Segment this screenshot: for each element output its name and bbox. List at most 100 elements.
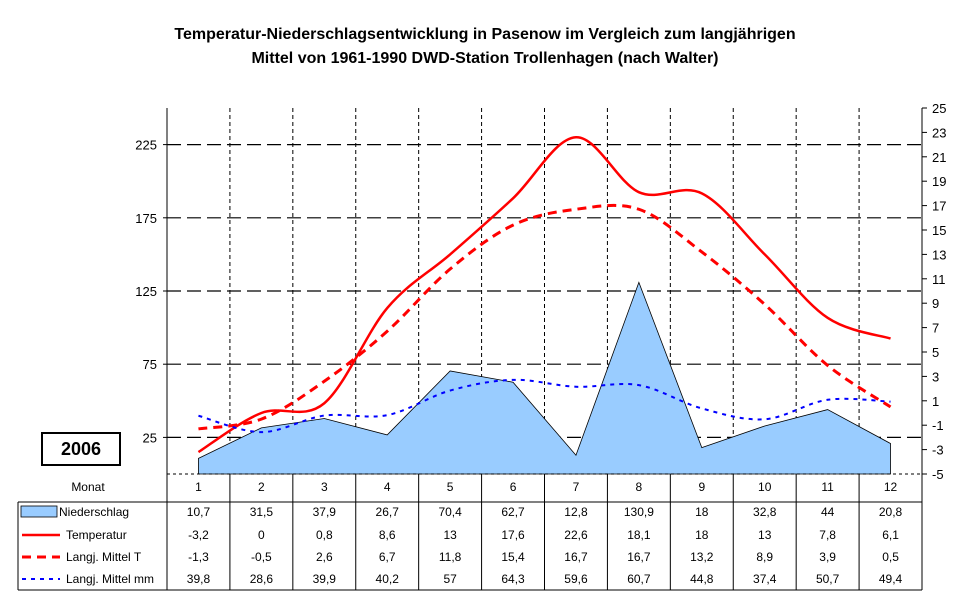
- grid-lines: [167, 108, 922, 474]
- data-label: 60,7: [627, 572, 651, 586]
- month-label: 8: [636, 480, 643, 494]
- right-tick-label: 19: [932, 174, 946, 189]
- chart-title-line-1: Temperatur-Niederschlagsentwicklung in P…: [174, 26, 795, 43]
- right-tick-label: 1: [932, 394, 939, 409]
- data-label: 44: [821, 505, 835, 519]
- series-line-dashed: [198, 203, 892, 431]
- data-label: 39,9: [313, 572, 337, 586]
- right-tick-label: 11: [932, 272, 946, 287]
- month-label: 6: [510, 480, 517, 494]
- data-label: 62,7: [501, 505, 525, 519]
- month-label: 12: [884, 480, 898, 494]
- data-label: 8,6: [379, 528, 396, 542]
- right-tick-label: 23: [932, 125, 946, 140]
- left-tick-label: 25: [143, 430, 157, 445]
- data-label: 31,5: [250, 505, 274, 519]
- data-label: 70,4: [438, 505, 462, 519]
- data-label: 7,8: [819, 528, 836, 542]
- data-label: 64,3: [501, 572, 525, 586]
- data-label: 39,8: [187, 572, 211, 586]
- data-label: 13,2: [690, 550, 714, 564]
- right-tick-label: 15: [932, 223, 946, 238]
- data-label: 16,7: [627, 550, 651, 564]
- data-label: 130,9: [624, 505, 654, 519]
- right-tick-label: 5: [932, 345, 939, 360]
- left-tick-label: 175: [135, 211, 157, 226]
- data-label: 49,4: [879, 572, 903, 586]
- chart-title-line-2: Mittel von 1961-1990 DWD-Station Trollen…: [251, 50, 718, 67]
- precipitation-area-shape: [198, 281, 891, 475]
- right-tick-label: 7: [932, 321, 939, 336]
- left-tick-label: 225: [135, 138, 157, 153]
- data-label: -3,2: [188, 528, 209, 542]
- right-tick-label: -1: [932, 418, 944, 433]
- data-label: 20,8: [879, 505, 903, 519]
- data-label: 11,8: [439, 550, 462, 564]
- right-tick-label: 9: [932, 296, 939, 311]
- data-label: 0: [258, 528, 265, 542]
- data-label: 15,4: [501, 550, 525, 564]
- data-label: 8,9: [756, 550, 773, 564]
- legend-label: Langj. Mittel mm: [66, 572, 154, 586]
- series-line-solid: [197, 136, 891, 454]
- data-label: 12,8: [564, 505, 588, 519]
- precipitation-area: [198, 281, 891, 475]
- data-label: 32,8: [753, 505, 777, 519]
- data-label: 37,9: [313, 505, 337, 519]
- month-label: 1: [195, 480, 202, 494]
- data-label: 2,6: [316, 550, 333, 564]
- data-label: 26,7: [376, 505, 400, 519]
- data-label: 44,8: [690, 572, 714, 586]
- data-label: 10,7: [187, 505, 211, 519]
- data-label: 37,4: [753, 572, 777, 586]
- data-label: 22,6: [564, 528, 588, 542]
- month-label: 10: [758, 480, 772, 494]
- legend-label: Langj. Mittel T: [66, 550, 142, 564]
- right-tick-label: 25: [932, 101, 946, 116]
- right-tick-label: 17: [932, 199, 946, 214]
- series-lines: [197, 136, 892, 454]
- left-tick-label: 75: [143, 357, 157, 372]
- data-label: 13: [443, 528, 457, 542]
- month-label: 5: [447, 480, 454, 494]
- data-label: 18,1: [627, 528, 651, 542]
- month-label: 3: [321, 480, 328, 494]
- legend-label: Temperatur: [66, 528, 127, 542]
- data-label: 16,7: [564, 550, 588, 564]
- right-tick-label: 3: [932, 369, 939, 384]
- left-tick-label: 125: [135, 284, 157, 299]
- data-label: -0,5: [251, 550, 272, 564]
- month-label: 4: [384, 480, 391, 494]
- data-label: 28,6: [250, 572, 274, 586]
- month-label: 7: [573, 480, 580, 494]
- right-tick-label: 13: [932, 247, 946, 262]
- data-label: 18: [695, 505, 709, 519]
- right-tick-label: -3: [932, 443, 944, 458]
- data-label: 50,7: [816, 572, 840, 586]
- year-label: 2006: [41, 432, 121, 466]
- month-label: 9: [698, 480, 705, 494]
- legend-key-area: [20, 505, 58, 518]
- data-label: 17,6: [501, 528, 525, 542]
- right-tick-label: -5: [932, 467, 944, 482]
- series-line-dotted: [198, 378, 891, 434]
- data-label: 59,6: [564, 572, 588, 586]
- data-label: 13: [758, 528, 772, 542]
- data-label: 0,8: [316, 528, 333, 542]
- right-tick-label: 21: [932, 150, 946, 165]
- data-label: 3,9: [819, 550, 836, 564]
- data-label: 0,5: [882, 550, 899, 564]
- legend-label: Niederschlag: [59, 505, 129, 519]
- data-label: 57: [443, 572, 457, 586]
- data-label: 40,2: [376, 572, 400, 586]
- month-label: 2: [258, 480, 265, 494]
- data-label: 6,7: [379, 550, 396, 564]
- data-label: 18: [695, 528, 709, 542]
- table-header-monat: Monat: [71, 480, 105, 494]
- month-label: 11: [821, 480, 834, 494]
- data-label: -1,3: [188, 550, 209, 564]
- data-label: 6,1: [882, 528, 899, 542]
